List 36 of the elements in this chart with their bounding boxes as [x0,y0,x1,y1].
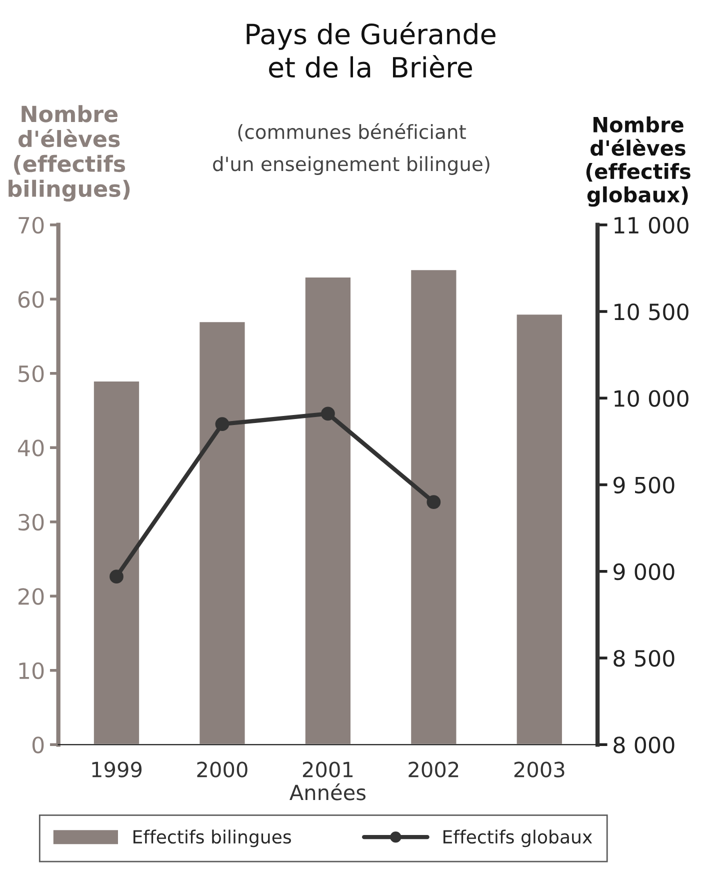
y-axis-title: Nombre d'élèves (effectifs bilingues) [8,105,130,202]
x-axis-title: Années [290,783,366,800]
chart-title: Pays de Guérande et de la Brière [246,22,496,78]
y2-tick-label: 10 000 [614,390,688,407]
y2-tick-label: 9 000 [614,563,674,580]
y2-tick-label: 10 500 [614,303,688,320]
point [426,495,441,510]
y-tick-label: 70 [18,216,44,234]
point [110,570,124,584]
y-tick-label: 30 [18,514,44,531]
x-tick-label: 2002 [408,762,458,778]
x-tick-label: 2003 [514,762,564,778]
y2-tick-label: 9 500 [614,476,674,494]
y-tick-label: 20 [18,588,44,605]
bar [198,320,246,745]
point [321,406,335,421]
bar [410,268,458,745]
y2-tick-label: 11 000 [614,216,688,234]
y2-axis-title: Nombre d'élèves (effectifs globaux) [586,116,690,207]
y2-tick-label: 8 500 [614,650,674,667]
y-tick-label: 0 [32,736,44,754]
x-tick-label: 1999 [92,762,142,778]
y-tick-label: 40 [18,440,44,456]
legend-label: Effectifs globaux [443,830,592,848]
point [215,417,230,432]
bar [304,276,352,745]
y-tick-label: 10 [19,662,44,680]
x-tick-label: 2001 [302,762,353,778]
y-tick-label: 50 [18,365,44,382]
x-tick-label: 2000 [197,762,248,778]
bar [92,380,140,745]
y2-tick-label: 8 000 [614,736,674,754]
y-tick-label: 60 [18,291,44,308]
chart-subtitle: (communes bénéficiant d'un enseignement bilingue) [213,123,490,175]
bar [515,313,564,745]
legend-label: Effectifs bilingues [134,830,291,848]
